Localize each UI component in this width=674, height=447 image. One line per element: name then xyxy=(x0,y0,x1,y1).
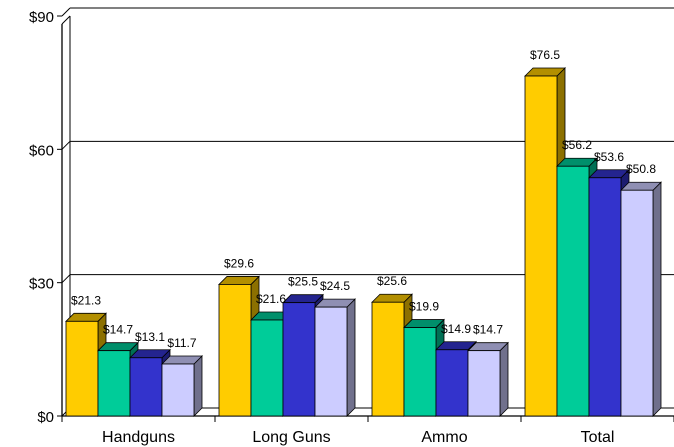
x-tick-label: Handguns xyxy=(102,429,175,446)
bar xyxy=(403,327,437,417)
wall-tick-edge xyxy=(61,140,71,150)
bar-side xyxy=(193,355,203,417)
bar-side xyxy=(499,341,509,417)
data-label: $14.9 xyxy=(441,322,471,336)
bar xyxy=(218,284,252,417)
data-label: $24.5 xyxy=(320,279,350,293)
bar-side xyxy=(652,181,662,417)
x-tick-label: Total xyxy=(581,429,615,446)
y-tick-label: $90 xyxy=(29,9,54,26)
wall-tick-edge xyxy=(61,274,71,284)
bar xyxy=(65,320,99,417)
bar xyxy=(620,189,654,417)
data-label: $76.5 xyxy=(530,48,560,62)
bar xyxy=(467,350,501,417)
data-label: $19.9 xyxy=(409,300,439,314)
y-tick-label: $30 xyxy=(29,276,54,293)
bar xyxy=(524,75,558,417)
data-label: $29.6 xyxy=(224,256,254,270)
data-label: $53.6 xyxy=(594,150,624,164)
bar xyxy=(129,357,163,417)
data-label: $14.7 xyxy=(103,323,133,337)
bar xyxy=(556,165,590,417)
bar xyxy=(435,349,469,417)
data-label: $25.6 xyxy=(377,274,407,288)
y-tick-label: $60 xyxy=(29,142,54,159)
bars xyxy=(65,67,662,417)
bar xyxy=(314,306,348,417)
bar xyxy=(97,350,131,417)
x-tick-label: Long Guns xyxy=(252,429,330,446)
labels: $0$30$60$90$21.3$14.7$13.1 $11.7Handguns$… xyxy=(29,9,656,446)
bar xyxy=(371,301,405,417)
bar xyxy=(250,319,284,417)
bar xyxy=(282,302,316,417)
y-tick-label: $0 xyxy=(37,409,54,426)
data-label: $11.7 xyxy=(167,336,196,350)
data-label: $14.7 xyxy=(473,323,503,337)
wall-tick-edge xyxy=(61,7,71,17)
x-tick-label: Ammo xyxy=(421,429,467,446)
bar xyxy=(588,177,622,417)
data-label: $50.8 xyxy=(626,162,656,176)
data-label: $13.1 xyxy=(135,330,165,344)
bar xyxy=(161,363,195,417)
bar-side xyxy=(346,298,356,417)
data-label: $25.5 xyxy=(288,275,318,289)
data-label: $21.3 xyxy=(71,293,101,307)
y-axis-top-edge xyxy=(61,15,71,25)
data-label: $21.6 xyxy=(256,292,286,306)
data-label: $56.2 xyxy=(562,138,592,152)
